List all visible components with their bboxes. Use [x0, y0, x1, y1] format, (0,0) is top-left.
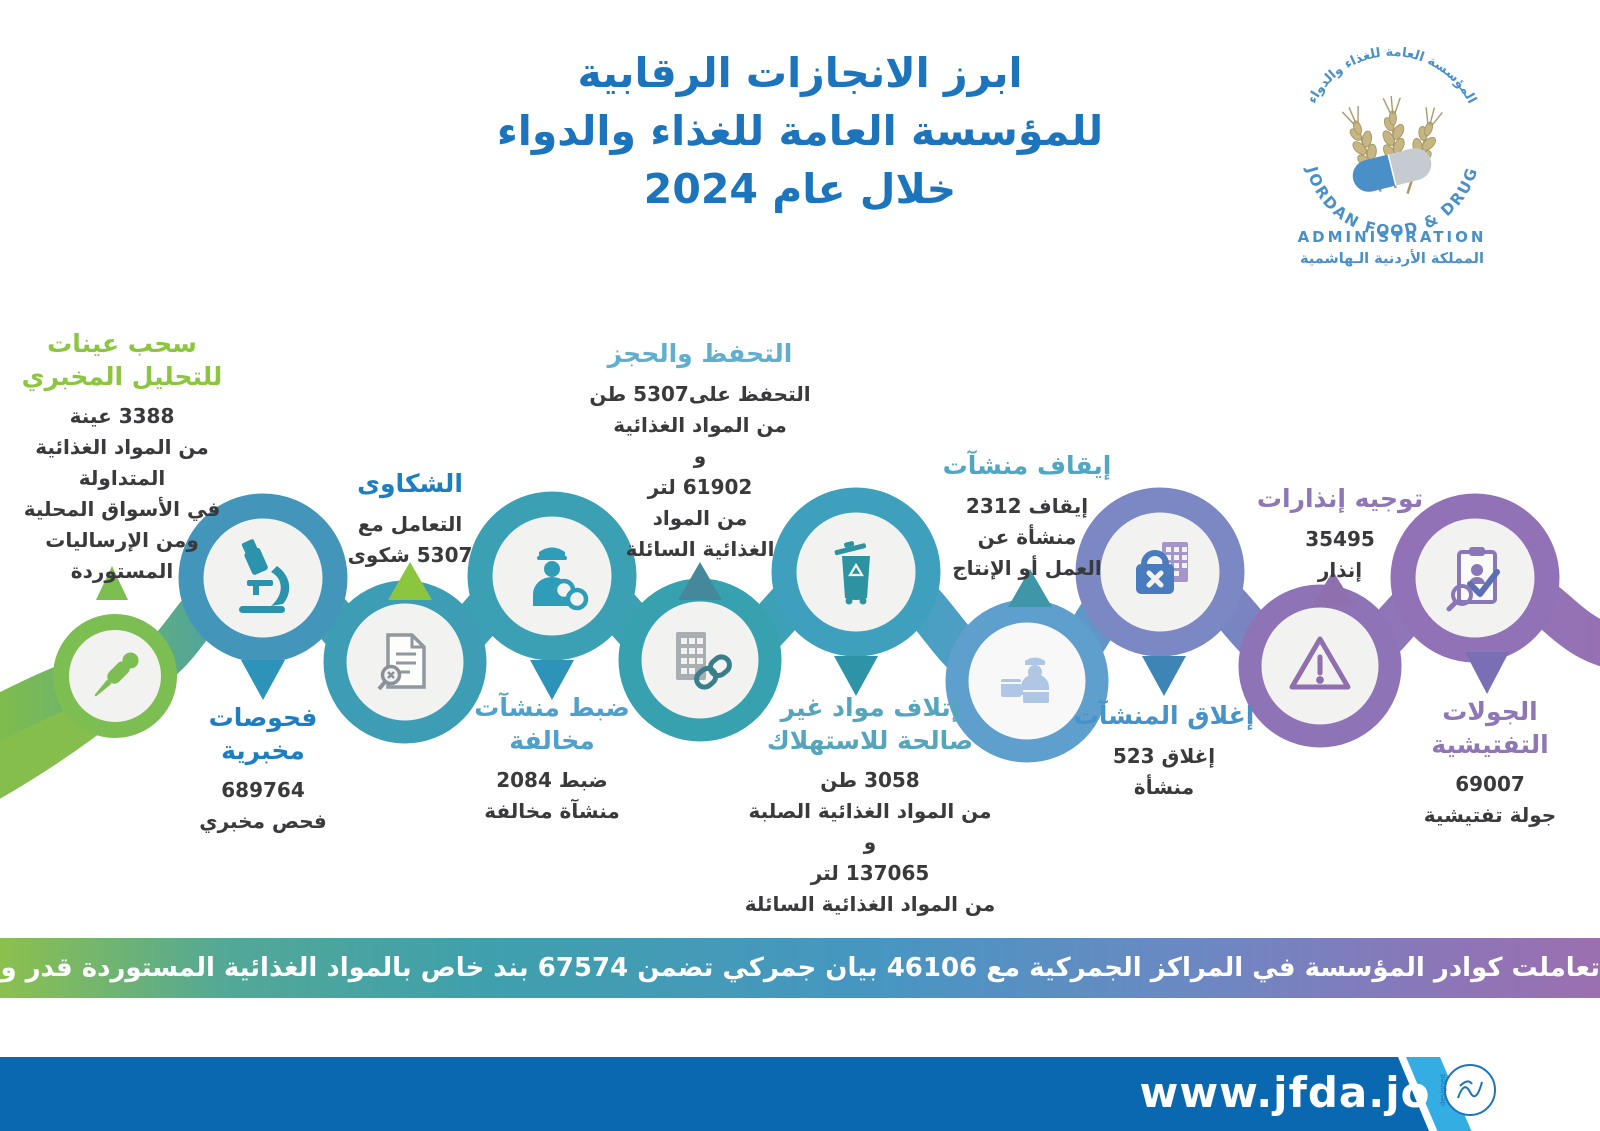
website-url: www.jfda.jo	[1139, 1068, 1431, 1117]
document-search-icon	[377, 633, 426, 691]
trash-bin-icon	[834, 541, 870, 605]
pipette-icon	[94, 652, 139, 697]
inspection-clipboard-icon	[1446, 547, 1500, 612]
item-body: 689764 فحص مخبري	[199, 778, 327, 833]
arrow-up-suspension	[1008, 569, 1052, 607]
item-warnings-issued: توجيه إنذارات 35495 إنذار	[1225, 483, 1455, 586]
capsule-icon	[1352, 148, 1432, 192]
item-body: ضبط 2084 منشآة مخالفة	[484, 768, 620, 823]
item-establishments-closure: إغلاق المنشآت إغلاق 523 منشأة	[1044, 700, 1284, 803]
item-body: 3388 عينة من المواد الغذائية المتداولة ف…	[23, 404, 221, 583]
item-violating-establishments: ضبط منشآت مخالفة ضبط 2084 منشآة مخالفة	[437, 692, 667, 827]
item-destruction-unfit-materials: إتلاف مواد غير صالحة للاستهلاك 3058 طن م…	[720, 692, 1020, 920]
arrow-up-sample-collection	[96, 566, 128, 600]
arrow-down-violating	[530, 660, 574, 700]
logo-kingdom-label: المملكة الأردنية الـهاشمية	[1300, 249, 1484, 267]
item-body: إيقاف 2312 منشأة عن العمل أو الإنتاج	[952, 493, 1102, 580]
item-inspection-tours: الجولات التفتيشية 69007 جولة تفتيشية	[1380, 696, 1600, 831]
arrow-up-complaints	[388, 562, 432, 600]
logo-arc-arabic: المؤسسة العامة للغذاء والدواء	[1305, 45, 1479, 106]
item-heading: التحفظ والحجز	[607, 339, 793, 368]
item-heading: إيقاف منشآت	[942, 451, 1112, 480]
logo-administration-label: ADMINISTRATION	[1298, 228, 1487, 246]
item-body: 69007 جولة تفتيشية	[1423, 772, 1557, 827]
node-circle-complaints	[178, 493, 348, 663]
arrow-down-lab-tests	[241, 660, 285, 700]
designer-stamp: designed	[1439, 1064, 1496, 1116]
item-complaints: الشكاوى التعامل مع 5307 شكوى	[305, 468, 515, 571]
item-seizure-detention: التحفظ والحجز التحفظ على5307 طن من الموا…	[565, 338, 835, 565]
stamp-calligraphy-icon	[1457, 1080, 1483, 1099]
item-heading: سحب عينات للتحليل المخبري	[21, 329, 223, 391]
stamp-label: designed	[1439, 1074, 1447, 1106]
arrow-down-closure	[1142, 656, 1186, 696]
item-heading: إتلاف مواد غير صالحة للاستهلاك	[766, 693, 974, 755]
item-body: التحفظ على5307 طن من المواد الغذائية و 6…	[589, 381, 811, 561]
timeline-wave	[0, 487, 1600, 799]
item-body: إغلاق 523 منشأة	[1112, 743, 1216, 799]
item-body: التعامل مع 5307 شكوى	[347, 511, 473, 567]
jfda-logo: المؤسسة العامة للغذاء والدواء JORDAN FOO…	[1298, 45, 1487, 267]
lock-building-icon	[1136, 542, 1188, 594]
microscope-icon	[239, 539, 290, 613]
footer-bar	[0, 1057, 1429, 1131]
item-heading: الشكاوى	[357, 469, 463, 498]
item-body: 35495 إنذار	[1305, 526, 1375, 582]
item-heading: إغلاق المنشآت	[1073, 701, 1255, 730]
item-establishments-suspension: إيقاف منشآت إيقاف 2312 منشأة عن العمل أو…	[912, 450, 1142, 584]
item-sample-collection: سحب عينات للتحليل المخبري 3388 عينة من ا…	[12, 328, 232, 587]
item-heading: توجيه إنذارات	[1256, 484, 1424, 513]
arrow-up-seizure	[678, 562, 722, 600]
customs-officer-icon	[1001, 657, 1049, 703]
item-body: 3058 طن من المواد الغذائية الصلبة و 1370…	[744, 768, 996, 916]
item-heading: الجولات التفتيشية	[1431, 697, 1549, 759]
officer-handcuffs-icon	[533, 547, 589, 611]
warning-triangle-icon	[1289, 636, 1351, 690]
building-chain-icon	[676, 632, 732, 690]
item-lab-tests: فحوصات مخبرية 689764 فحص مخبري	[158, 702, 368, 837]
item-heading: فحوصات مخبرية	[208, 703, 318, 765]
arrow-down-destruction	[834, 656, 878, 696]
customs-stats-banner: تعاملت كوادر المؤسسة في المراكز الجمركية…	[0, 938, 1600, 998]
arrow-up-warnings	[1311, 571, 1355, 607]
item-heading: ضبط منشآت مخالفة	[474, 693, 630, 755]
page-title: ابرز الانجازات الرقابية للمؤسسة العامة ل…	[496, 49, 1104, 214]
arrow-down-tours	[1465, 652, 1509, 694]
